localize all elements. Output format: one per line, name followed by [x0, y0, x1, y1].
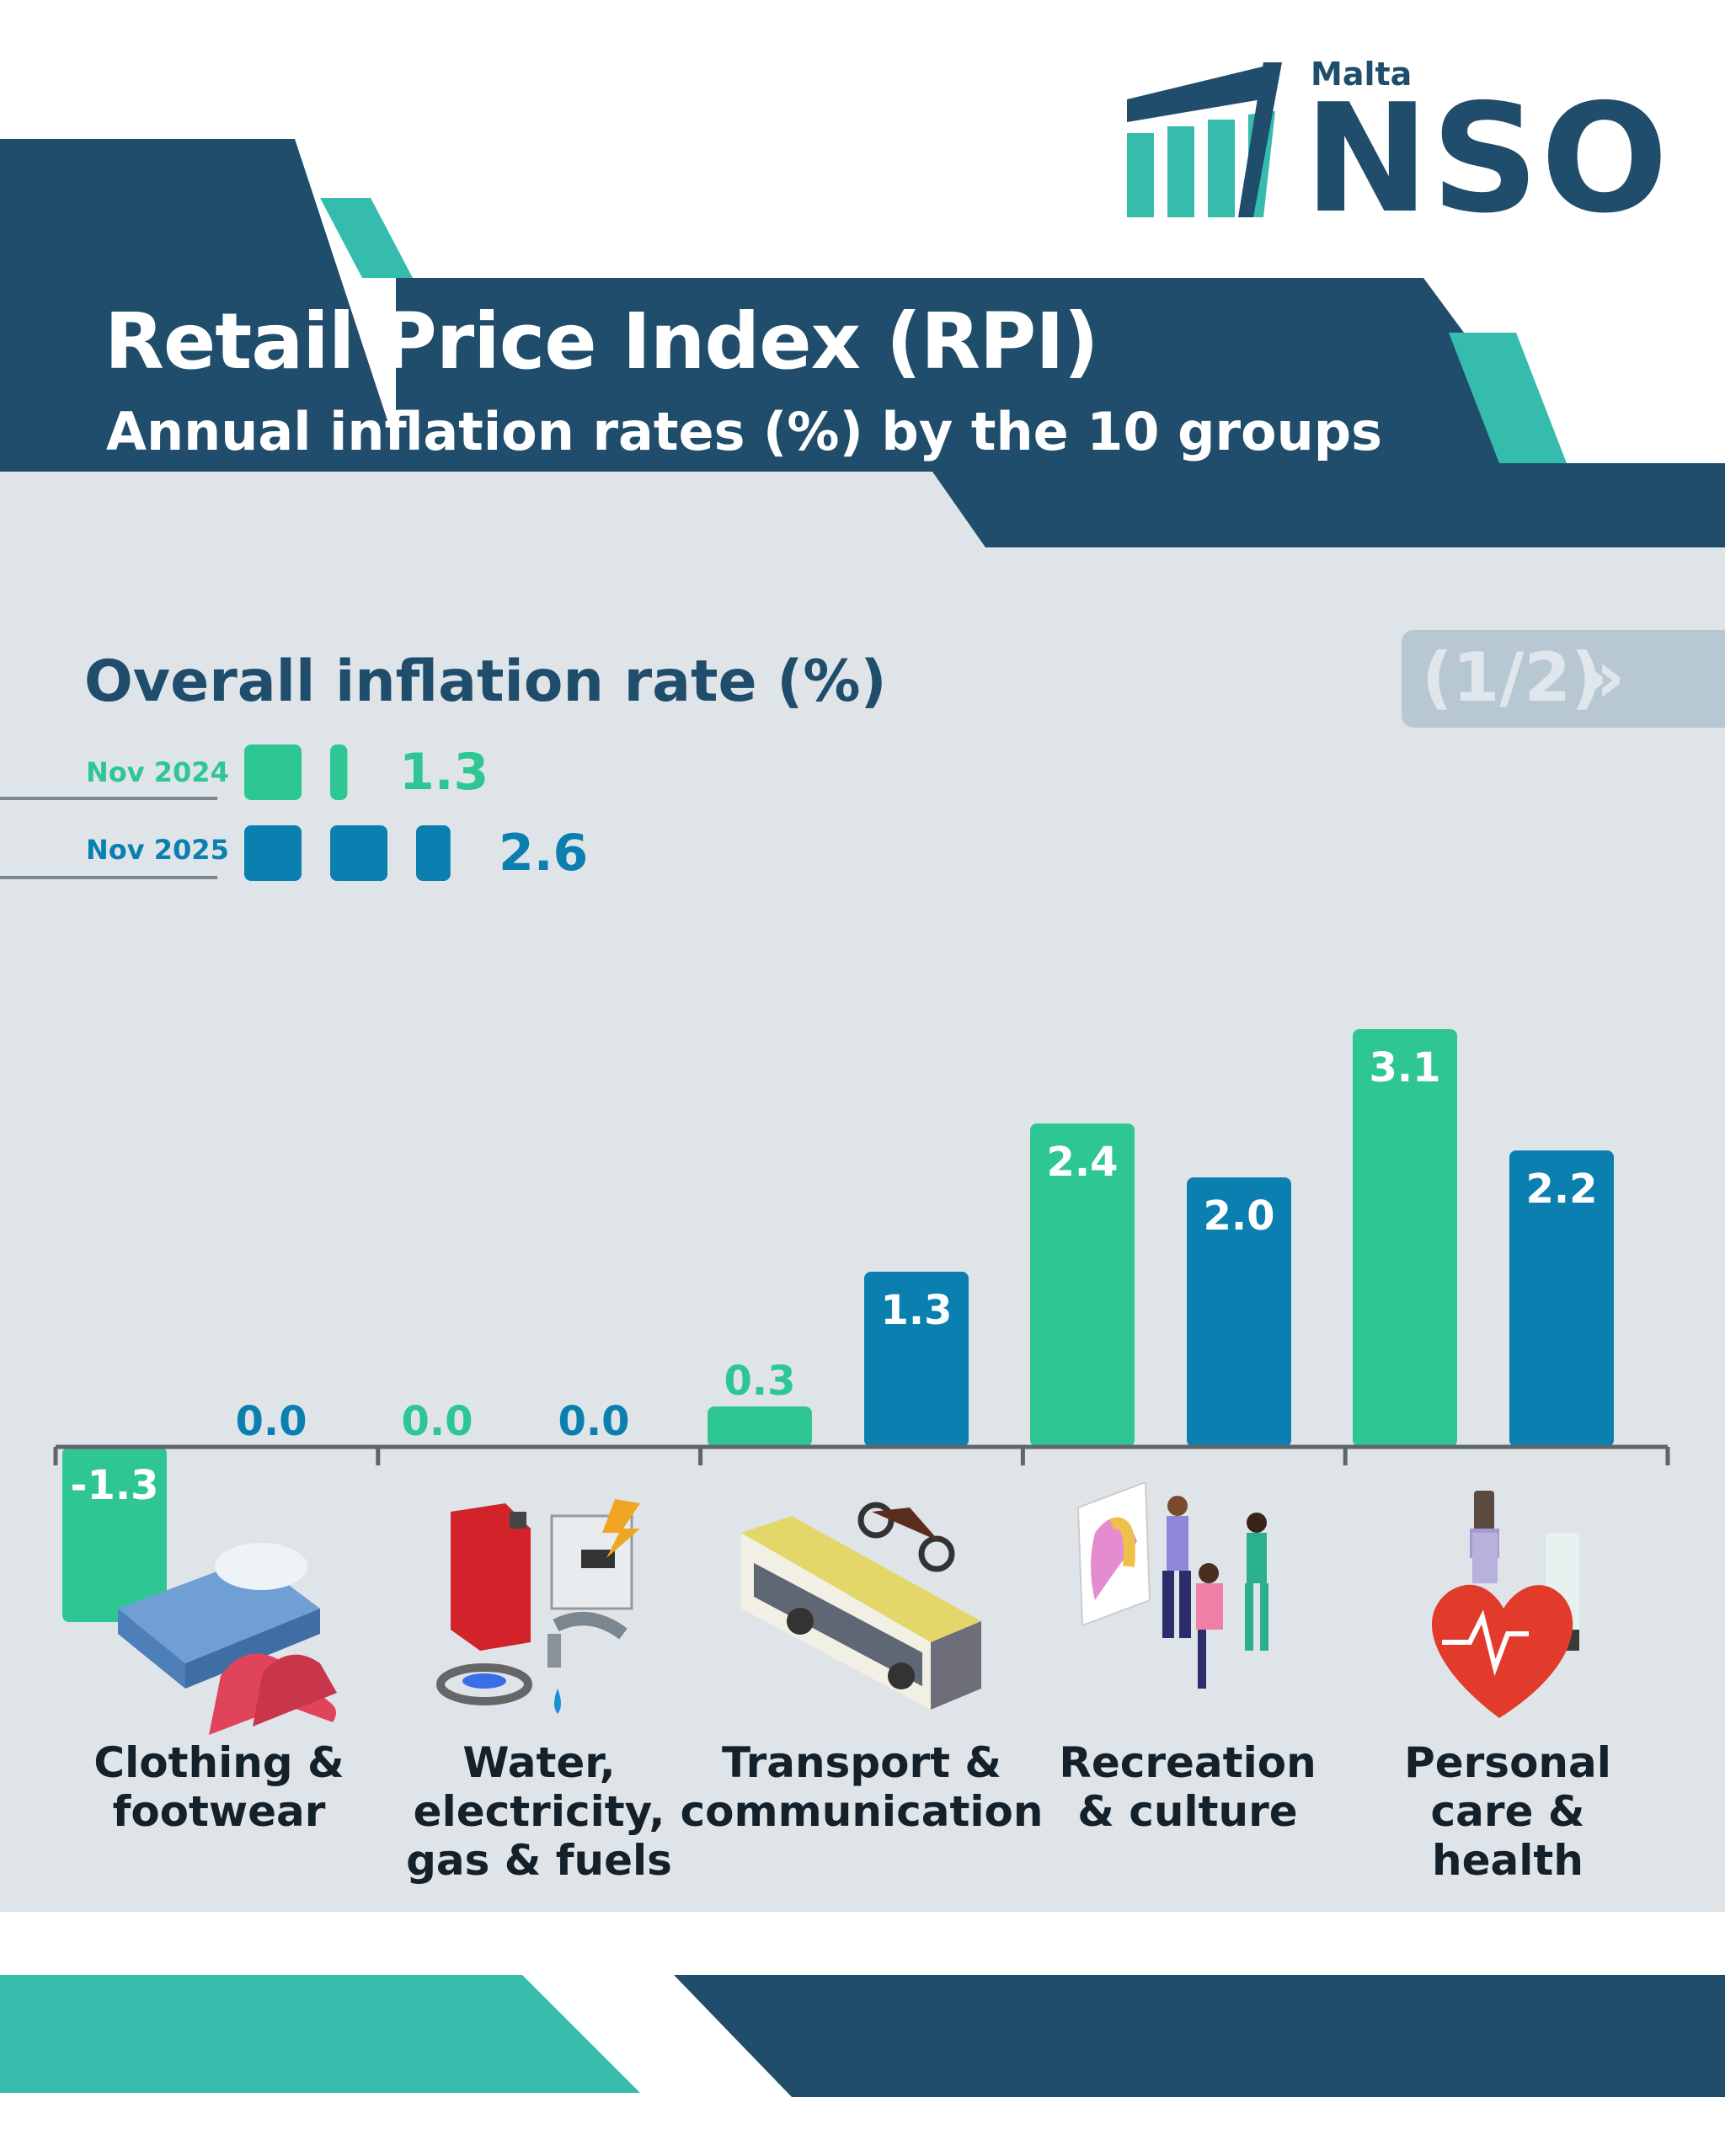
overall-blocks-2024 — [244, 744, 348, 800]
bar-value-label: 0.3 — [724, 1358, 795, 1405]
category-label: Water, electricity, gas & fuels — [354, 1738, 724, 1885]
overall-value-2025: 2.6 — [499, 824, 589, 883]
bar-chart: -1.3 0.0 0.0 0.0 0.3 1.3 2.4 2.0 3.1 2.2 — [53, 1029, 1670, 1622]
category-label: Personal care & health — [1322, 1738, 1693, 1885]
overall-block-partial — [416, 825, 451, 881]
logo-country: Malta — [1311, 56, 1413, 93]
logo-name: NSO — [1304, 72, 1670, 246]
category-label-line: electricity, — [413, 1787, 665, 1836]
overall-label-2024: Nov 2024 — [86, 756, 229, 788]
header-accent-left — [320, 198, 413, 278]
category-label-line: footwear — [112, 1787, 326, 1836]
pager-next-button[interactable]: (1/2) » — [1402, 630, 1725, 728]
category-label-line: care & — [1430, 1787, 1585, 1836]
category-label-line: & culture — [1077, 1787, 1298, 1836]
overall-blocks-2025 — [244, 825, 451, 881]
category-label: Clothing & footwear — [34, 1738, 404, 1836]
bar — [708, 1406, 812, 1447]
category-icons — [118, 1482, 1579, 1735]
bar — [1509, 1150, 1614, 1447]
page-title: Retail Price Index (RPI) — [104, 296, 1099, 387]
bar-value-label: 0.0 — [235, 1398, 307, 1445]
overall-block — [244, 825, 302, 881]
bar — [1353, 1029, 1457, 1447]
overall-label-2025: Nov 2025 — [86, 834, 229, 866]
bar-value-label: 0.0 — [558, 1398, 629, 1445]
category-label-line: health — [1432, 1836, 1583, 1885]
bar — [864, 1272, 969, 1447]
page-subtitle: Annual inflation rates (%) by the 10 gro… — [106, 401, 1383, 462]
bar — [1187, 1177, 1291, 1447]
bar-value-label: 0.0 — [401, 1398, 473, 1445]
bar-value-label: 2.4 — [1046, 1139, 1118, 1186]
header-band-main — [396, 278, 1567, 472]
row-underline — [0, 876, 217, 879]
bar-value-label: 2.0 — [1203, 1193, 1274, 1240]
overall-block — [330, 825, 387, 881]
bar-value-label: 2.2 — [1525, 1166, 1597, 1213]
category-label-line: Personal — [1404, 1738, 1611, 1787]
category-label-line: Water, — [462, 1738, 616, 1787]
header-accent-right — [1449, 333, 1567, 463]
header-band-left — [0, 139, 404, 472]
header-band-right — [927, 463, 1725, 547]
bar-value-label: 3.1 — [1369, 1044, 1440, 1091]
category-label-line: Recreation — [1059, 1738, 1316, 1787]
overall-block-partial — [330, 744, 348, 800]
category-label-line: gas & fuels — [406, 1836, 672, 1885]
footer-band-navy — [674, 1975, 1725, 2097]
pager-text: (1/2) — [1422, 638, 1602, 717]
overall-value-2024: 1.3 — [399, 743, 489, 802]
transport-icon — [741, 1502, 981, 1710]
bar — [1030, 1123, 1135, 1447]
overall-title: Overall inflation rate (%) — [84, 648, 887, 715]
category-label-line: Clothing & — [93, 1738, 344, 1787]
footer-band-teal — [0, 1975, 640, 2093]
bar — [62, 1447, 167, 1622]
double-chevron-right-icon: » — [1578, 635, 1626, 719]
clothing-icon — [118, 1543, 337, 1735]
logo-icon — [1127, 62, 1282, 217]
bar-value-label: -1.3 — [71, 1462, 159, 1509]
category-label: Transport & communication — [676, 1738, 1047, 1836]
category-label-line: communication — [680, 1787, 1044, 1836]
recreation-icon — [1076, 1482, 1268, 1689]
category-label: Recreation & culture — [1002, 1738, 1373, 1836]
utilities-icon — [436, 1499, 640, 1714]
category-label-line: Transport & — [721, 1738, 1002, 1787]
personal-care-icon — [1432, 1491, 1579, 1718]
bar-value-label: 1.3 — [880, 1287, 952, 1334]
overall-block — [244, 744, 302, 800]
row-underline — [0, 797, 217, 800]
